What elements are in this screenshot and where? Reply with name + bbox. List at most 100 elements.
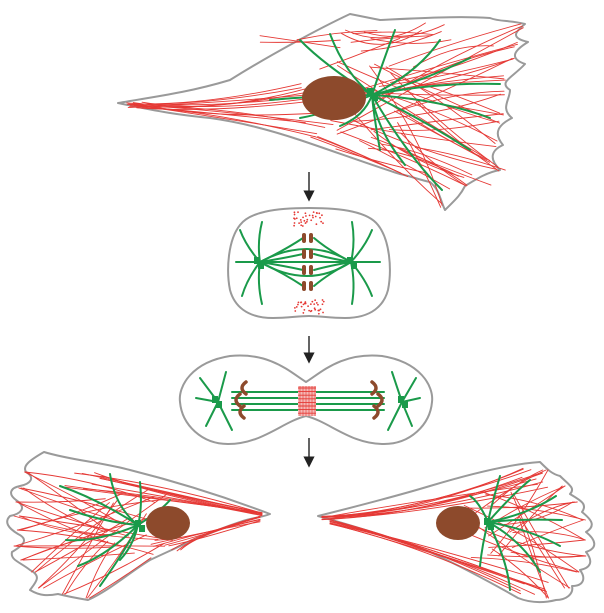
astral-fiber [241,261,261,297]
actin-dot [293,306,296,309]
anaphase-centrosome-right [398,396,408,408]
actin-dot [312,216,314,219]
actin-fiber [480,490,586,541]
actin-fiber [136,103,314,116]
actin-fiber [396,90,505,112]
actin-dot [314,308,317,311]
actin-fiber [414,147,506,171]
actin-fiber [136,100,312,110]
actin-dot [304,301,307,303]
actin-dot [301,225,304,227]
actin-dot [317,303,319,306]
microtubule [77,524,139,567]
actin-fiber [180,518,261,551]
metaphase-chromosomes [302,233,313,291]
actin-dot [321,214,323,217]
actin-dot [309,310,312,313]
actin-dot [293,222,296,224]
chromosome [240,380,248,396]
actin-dot [315,302,318,304]
contractile-ring-band [298,386,316,416]
daughter-cell-right [317,461,596,604]
actin-fiber [388,23,522,67]
chromatid [309,281,313,291]
microtubule [487,518,563,523]
actin-dot [293,218,296,220]
actin-fiber [352,31,434,36]
actin-fiber [321,468,524,518]
actin-dot [319,308,322,311]
actin-fiber [23,487,107,533]
actin-fiber [164,516,261,546]
actin-dot [300,221,303,224]
microtubule [479,521,489,567]
actin-fiber [491,548,549,599]
actin-fiber [16,501,116,546]
actin-dot [296,303,299,306]
actin-fiber [345,22,426,39]
actin-dot [314,299,317,302]
actin-dot [302,312,305,314]
chromatid [302,265,306,275]
actin-dot [312,211,315,214]
microtubule [487,479,531,523]
microtubule [371,82,501,96]
actin-dot [307,305,309,308]
metaphase-centrosome-left [254,257,264,269]
actin-fiber [15,498,106,503]
actin-dot [322,311,324,314]
actin-fiber [510,491,547,599]
microtubule [487,521,541,573]
actin-dot [311,214,314,217]
actin-dot [315,223,318,226]
microtubule [487,521,561,547]
actin-dot [303,219,306,222]
anaphase-centrosome-left [212,396,222,408]
polar-fiber [259,261,352,277]
actin-fiber [127,103,334,126]
chromatid [309,233,313,243]
chromosome [372,404,380,420]
actin-dot [305,215,307,217]
actin-fiber [329,523,525,585]
actin-fiber [61,486,263,514]
actin-fiber [503,501,574,525]
actin-fiber [64,485,263,515]
anaphase-cytokinesis-cell [178,354,434,445]
actin-dot [303,302,306,305]
actin-dot [319,216,321,219]
actin-fiber [321,483,538,519]
polar-fiber [259,248,352,263]
actin-dot [310,219,313,222]
chromatid [309,265,313,275]
actin-dot [318,309,320,312]
actin-dot [299,219,302,221]
actin-fiber [259,35,341,49]
actin-dot [316,212,318,215]
microtubule [371,94,491,119]
actin-fiber [43,534,147,589]
actin-dot [297,301,300,304]
microtubule [339,94,373,127]
actin-fiber [317,136,409,178]
actin-fiber [397,122,442,208]
actin-fiber [31,502,110,573]
microtubule [371,39,441,96]
actin-fiber [38,494,167,589]
chromatid [309,249,313,259]
actin-dot [293,224,296,227]
actin-dot [300,301,303,304]
actin-fiber [370,113,504,131]
actin-fiber [132,87,309,107]
actin-fiber [487,505,586,521]
actin-fiber [63,542,165,595]
actin-fiber [340,131,466,186]
actin-fiber [81,472,263,515]
actin-fiber [459,529,579,573]
actin-fiber [34,517,129,573]
actin-fiber [329,523,535,595]
actin-fiber [18,487,133,526]
chromatid [302,233,306,243]
actin-dot [313,303,316,306]
actin-fiber [329,521,544,592]
